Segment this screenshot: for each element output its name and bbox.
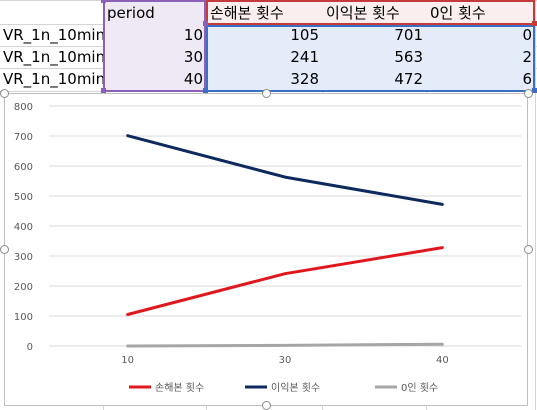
header-cell-profit-count[interactable]: 이익본 횟수: [326, 4, 400, 22]
header-cell-zero-count[interactable]: 0인 횟수: [430, 4, 486, 22]
cell-row-label[interactable]: VR_1n_10min: [3, 70, 103, 88]
cell-zero-count[interactable]: 2: [522, 48, 532, 66]
y-tick-label: 0: [27, 342, 33, 353]
column-gridline: [535, 0, 536, 410]
series-line: [126, 134, 444, 206]
chart-resize-handle[interactable]: [262, 89, 271, 98]
range-resize-handle[interactable]: [532, 21, 537, 26]
x-tick-label: 10: [121, 355, 134, 366]
legend-label: 0인 횟수: [401, 382, 438, 394]
cell-zero-count[interactable]: 0: [522, 26, 532, 44]
chart-resize-handle[interactable]: [524, 89, 533, 98]
y-tick-label: 500: [14, 192, 33, 203]
chart-resize-handle[interactable]: [262, 401, 271, 410]
period-range-highlight: [103, 0, 206, 92]
series-name-range-highlight: [206, 0, 535, 25]
y-tick-label: 700: [14, 132, 33, 143]
chart-plot-area: 0 100 200 300 400 500 600 700 800 10 30 40 손해본 횟수 이익본…: [14, 102, 521, 394]
x-tick-label: 40: [436, 355, 449, 366]
range-resize-handle[interactable]: [203, 21, 208, 26]
y-tick-label: 800: [14, 102, 33, 113]
x-tick-label: 30: [279, 355, 292, 366]
chart-resize-handle[interactable]: [0, 89, 9, 98]
y-tick-label: 600: [14, 162, 33, 173]
range-resize-handle[interactable]: [532, 88, 537, 93]
range-resize-handle[interactable]: [101, 0, 106, 3]
range-resize-handle[interactable]: [101, 88, 106, 93]
cell-profit-count[interactable]: 563: [394, 48, 423, 66]
cell-period[interactable]: 30: [183, 48, 203, 66]
y-tick-label: 200: [14, 282, 33, 293]
legend-label: 이익본 횟수: [271, 382, 320, 394]
y-tick-label: 300: [14, 252, 33, 263]
y-tick-label: 400: [14, 222, 33, 233]
cell-period[interactable]: 40: [183, 70, 203, 88]
cell-zero-count[interactable]: 6: [522, 70, 532, 88]
y-tick-label: 100: [14, 312, 33, 323]
cell-row-label[interactable]: VR_1n_10min: [3, 48, 103, 66]
header-cell-loss-count[interactable]: 손해본 횟수: [210, 4, 284, 22]
cell-loss-count[interactable]: 241: [290, 48, 319, 66]
cell-loss-count[interactable]: 105: [290, 26, 319, 44]
header-cell-period[interactable]: period: [107, 4, 155, 22]
cell-row-label[interactable]: VR_1n_10min: [3, 26, 103, 44]
legend-label: 손해본 횟수: [155, 381, 204, 394]
series-line: [126, 246, 444, 316]
series-values-range-highlight: [206, 25, 535, 92]
cell-period[interactable]: 10: [183, 26, 203, 44]
cell-loss-count[interactable]: 328: [290, 70, 319, 88]
chart-resize-handle[interactable]: [0, 245, 9, 254]
range-resize-handle[interactable]: [203, 88, 208, 93]
series-line: [126, 342, 444, 348]
chart-resize-handle[interactable]: [524, 245, 533, 254]
cell-profit-count[interactable]: 472: [394, 70, 423, 88]
line-chart[interactable]: 0 100 200 300 400 500 600 700 800 10 30 40 손해본 횟수 이익본…: [4, 93, 528, 406]
cell-profit-count[interactable]: 701: [394, 26, 423, 44]
